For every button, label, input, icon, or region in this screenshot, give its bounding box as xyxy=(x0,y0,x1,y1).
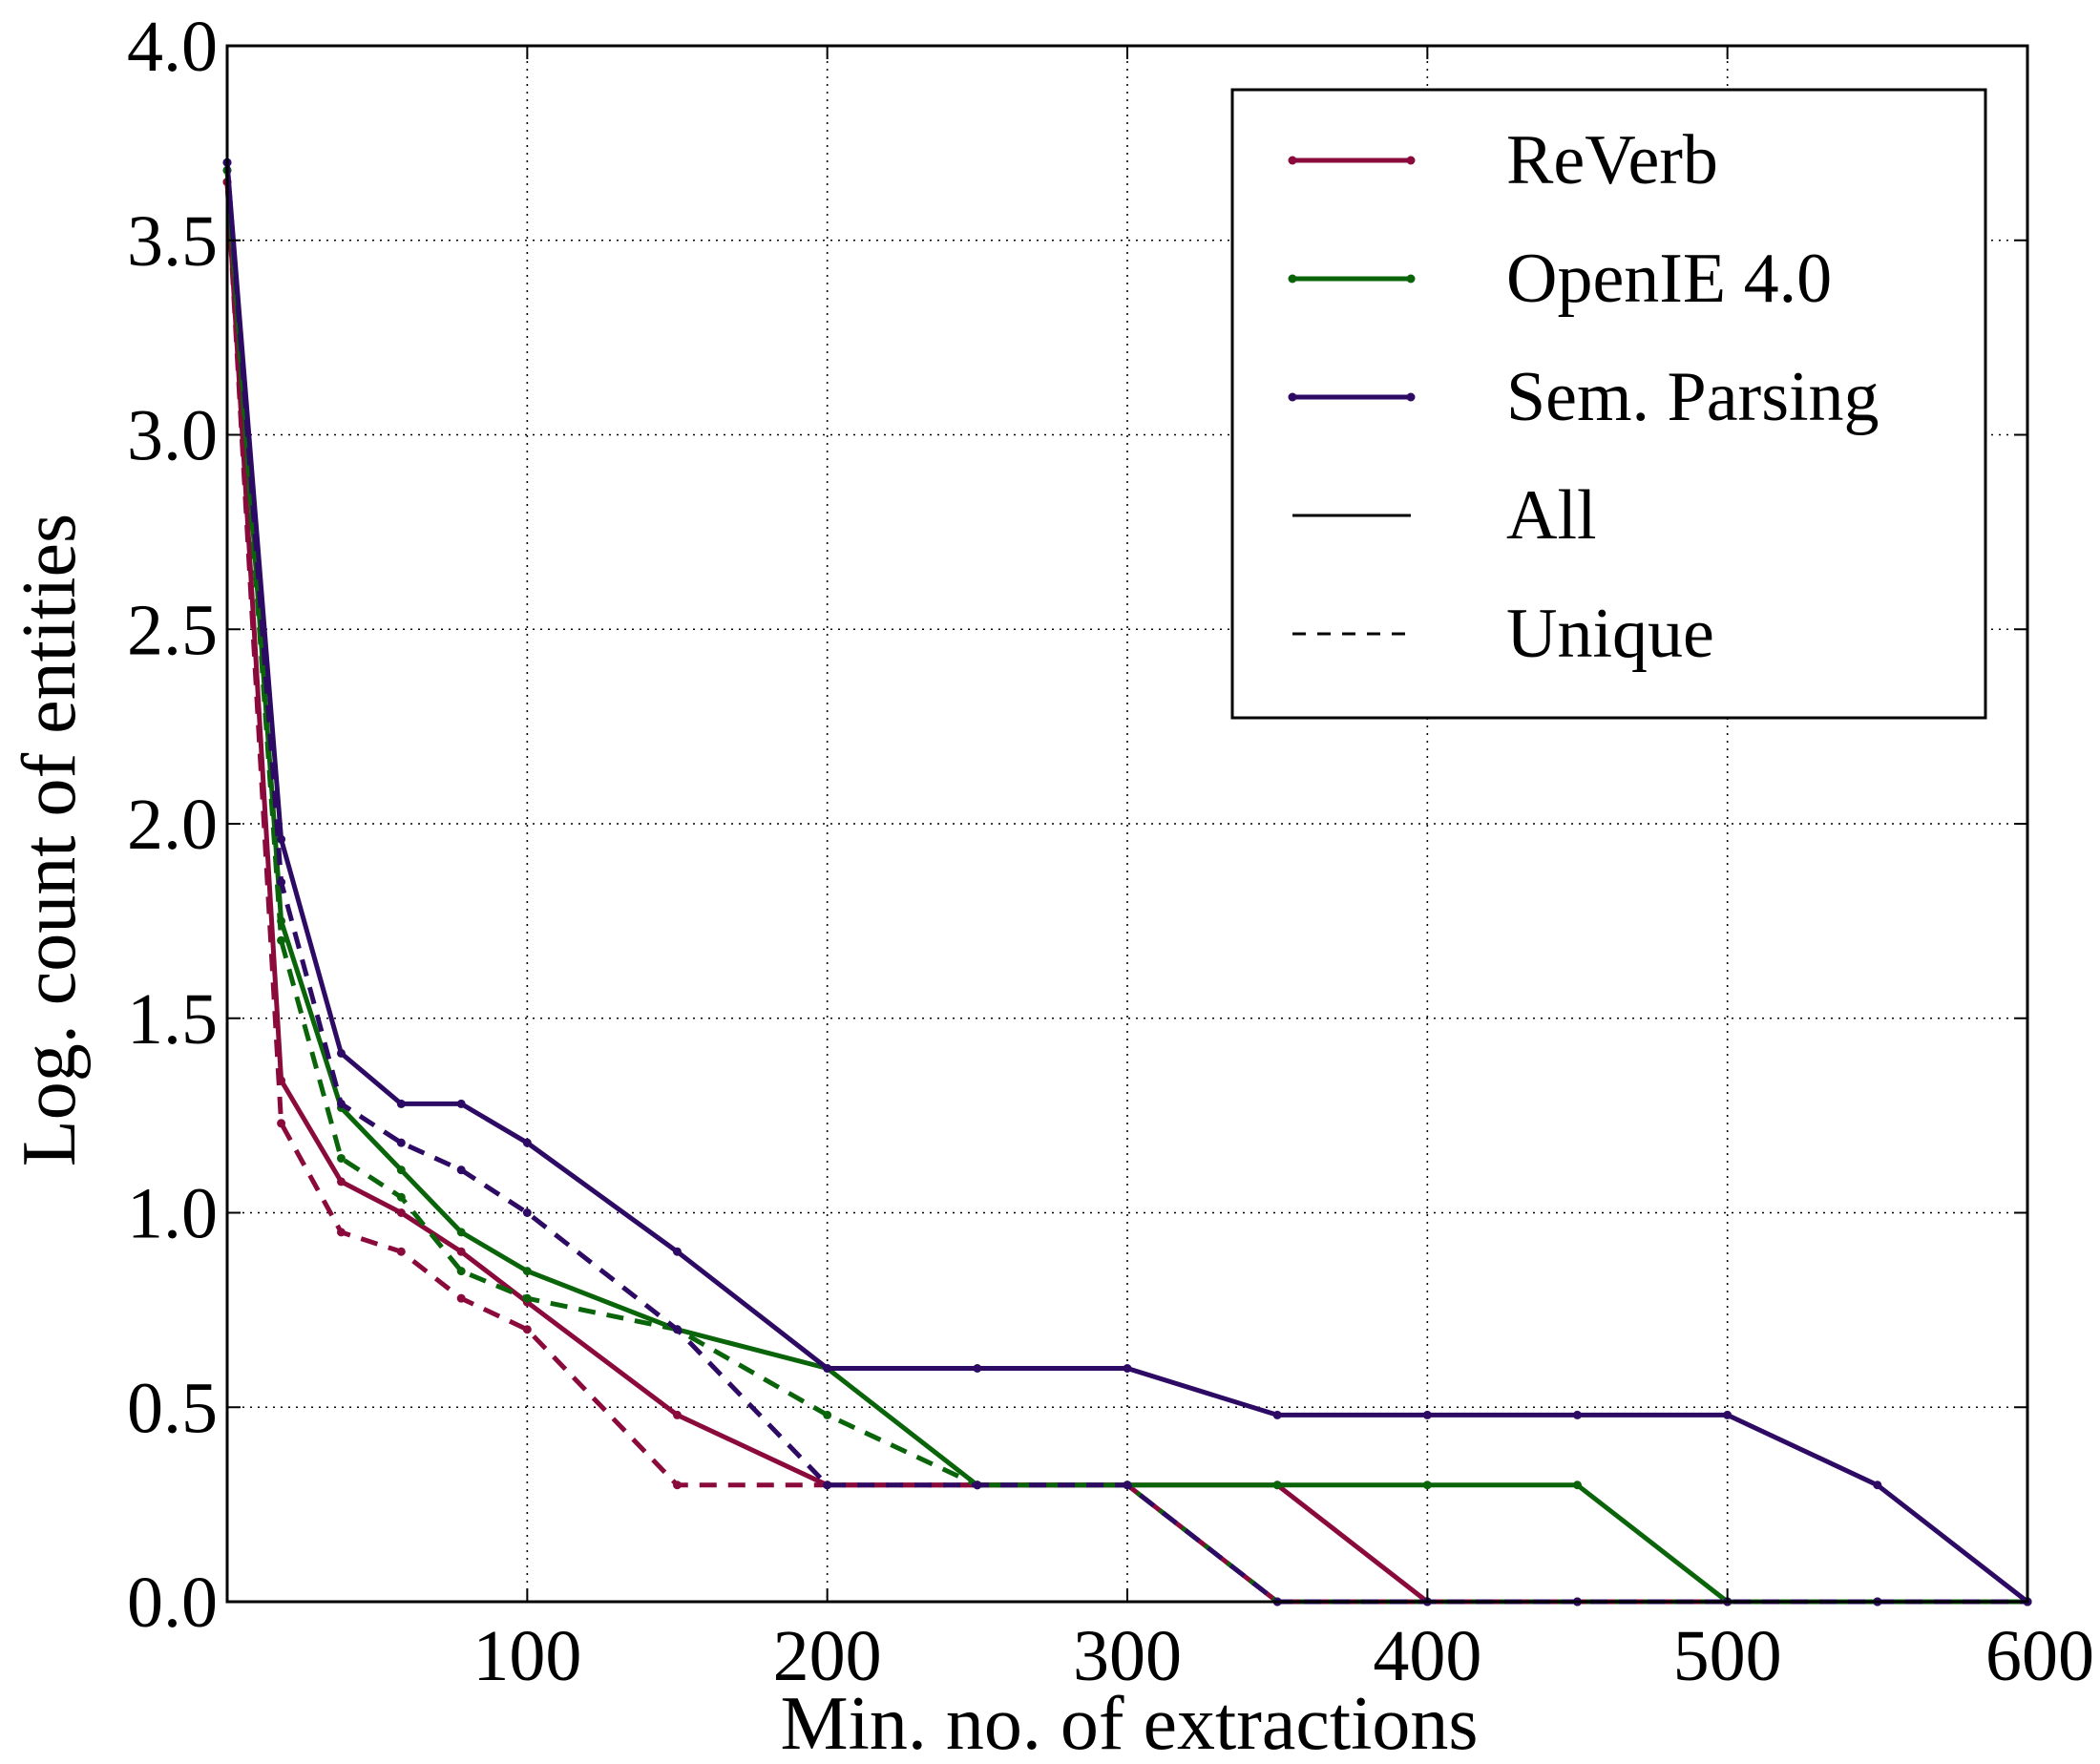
data-point-openie-4-0-all xyxy=(1272,1480,1282,1490)
x-axis-label: Min. no. of extractions xyxy=(781,1682,1479,1759)
data-point-openie-4-0-all xyxy=(456,1228,466,1237)
data-point-sem-parsing-all xyxy=(673,1247,682,1256)
legend-label-openie-4-0: OpenIE 4.0 xyxy=(1506,240,1832,318)
data-point-sem-parsing-unique xyxy=(673,1325,682,1334)
y-tick-label: 2.0 xyxy=(127,785,218,865)
legend-label-reverb: ReVerb xyxy=(1506,121,1718,200)
x-tick-label: 500 xyxy=(1673,1616,1782,1696)
data-point-openie-4-0-unique xyxy=(277,935,286,945)
legend-marker-sem-parsing xyxy=(1406,392,1416,402)
legend-label-all: All xyxy=(1506,476,1597,555)
data-point-reverb-all xyxy=(456,1247,466,1256)
data-point-openie-4-0-unique xyxy=(522,1293,532,1303)
data-point-sem-parsing-all xyxy=(1573,1410,1582,1419)
series-line-sem-parsing-all xyxy=(224,162,2029,1604)
data-point-sem-parsing-all xyxy=(277,834,286,844)
x-tick-label: 100 xyxy=(472,1616,581,1696)
data-point-openie-4-0-unique xyxy=(396,1192,406,1202)
legend: ReVerb OpenIE 4.0 Sem. Parsing All Unique xyxy=(1230,88,1987,720)
data-point-sem-parsing-all xyxy=(396,1099,406,1108)
x-tick-label: 600 xyxy=(1985,1616,2094,1696)
series-line-openie-4-0-all xyxy=(224,170,2027,1605)
data-point-sem-parsing-all xyxy=(456,1099,466,1108)
data-point-sem-parsing-unique xyxy=(277,877,286,887)
legend-label-sem-parsing: Sem. Parsing xyxy=(1506,358,1880,436)
legend-box xyxy=(1230,88,1987,720)
legend-marker-openie-4-0 xyxy=(1288,274,1297,284)
legend-marker-reverb xyxy=(1288,156,1297,165)
data-point-sem-parsing-all xyxy=(336,1048,346,1058)
data-point-reverb-unique xyxy=(277,1119,286,1128)
y-axis-label: Log. count of entities xyxy=(8,514,92,1166)
tick-group: 100 200 300 400 500 600 0.0 0.5 1.0 1.5 2.0 2.5 3.0 3… xyxy=(127,7,2094,1696)
x-tick-label: 300 xyxy=(1073,1616,1182,1696)
legend-marker-openie-4-0 xyxy=(1406,274,1416,284)
data-point-reverb-unique xyxy=(456,1293,466,1303)
data-point-sem-parsing-all xyxy=(973,1364,982,1373)
data-point-sem-parsing-all xyxy=(1723,1410,1732,1419)
data-point-sem-parsing-all xyxy=(1422,1410,1432,1419)
data-point-openie-4-0-all xyxy=(1422,1480,1432,1490)
y-tick-label: 1.5 xyxy=(127,979,218,1060)
x-tick-label: 400 xyxy=(1373,1616,1481,1696)
data-point-reverb-unique xyxy=(396,1247,406,1256)
x-tick-label: 200 xyxy=(773,1616,882,1696)
data-point-sem-parsing-unique xyxy=(1123,1480,1132,1490)
data-point-sem-parsing-unique xyxy=(973,1480,982,1490)
data-point-sem-parsing-all xyxy=(1873,1480,1882,1490)
data-point-reverb-unique xyxy=(336,1228,346,1237)
data-point-sem-parsing-unique xyxy=(396,1138,406,1147)
y-tick-label: 2.5 xyxy=(127,590,218,670)
data-point-openie-4-0-all xyxy=(522,1267,532,1276)
data-point-sem-parsing-all xyxy=(823,1364,832,1373)
data-point-openie-4-0-all xyxy=(1573,1480,1582,1490)
data-point-openie-4-0-unique xyxy=(456,1267,466,1276)
data-point-reverb-unique xyxy=(673,1480,682,1490)
y-tick-label: 1.0 xyxy=(127,1174,218,1254)
data-point-sem-parsing-unique xyxy=(336,1099,346,1108)
data-point-openie-4-0-unique xyxy=(336,1153,346,1163)
data-point-openie-4-0-unique xyxy=(823,1410,832,1419)
data-point-reverb-all xyxy=(673,1410,682,1419)
y-tick-label: 0.0 xyxy=(127,1563,218,1643)
data-point-sem-parsing-all xyxy=(1272,1410,1282,1419)
legend-marker-reverb xyxy=(1406,156,1416,165)
data-point-sem-parsing-all xyxy=(1123,1364,1132,1373)
data-point-sem-parsing-unique xyxy=(823,1480,832,1490)
data-point-sem-parsing-unique xyxy=(456,1166,466,1175)
data-point-sem-parsing-all xyxy=(522,1138,532,1147)
data-point-reverb-all xyxy=(396,1208,406,1217)
y-tick-label: 4.0 xyxy=(127,7,218,87)
data-point-openie-4-0-all xyxy=(396,1166,406,1175)
y-tick-label: 3.5 xyxy=(127,201,218,282)
data-point-sem-parsing-unique xyxy=(522,1208,532,1217)
legend-label-unique: Unique xyxy=(1506,595,1714,673)
data-point-reverb-unique xyxy=(522,1325,532,1334)
data-point-reverb-all xyxy=(336,1177,346,1186)
y-tick-label: 3.0 xyxy=(127,396,218,476)
y-tick-label: 0.5 xyxy=(127,1368,218,1448)
legend-marker-sem-parsing xyxy=(1288,392,1297,402)
